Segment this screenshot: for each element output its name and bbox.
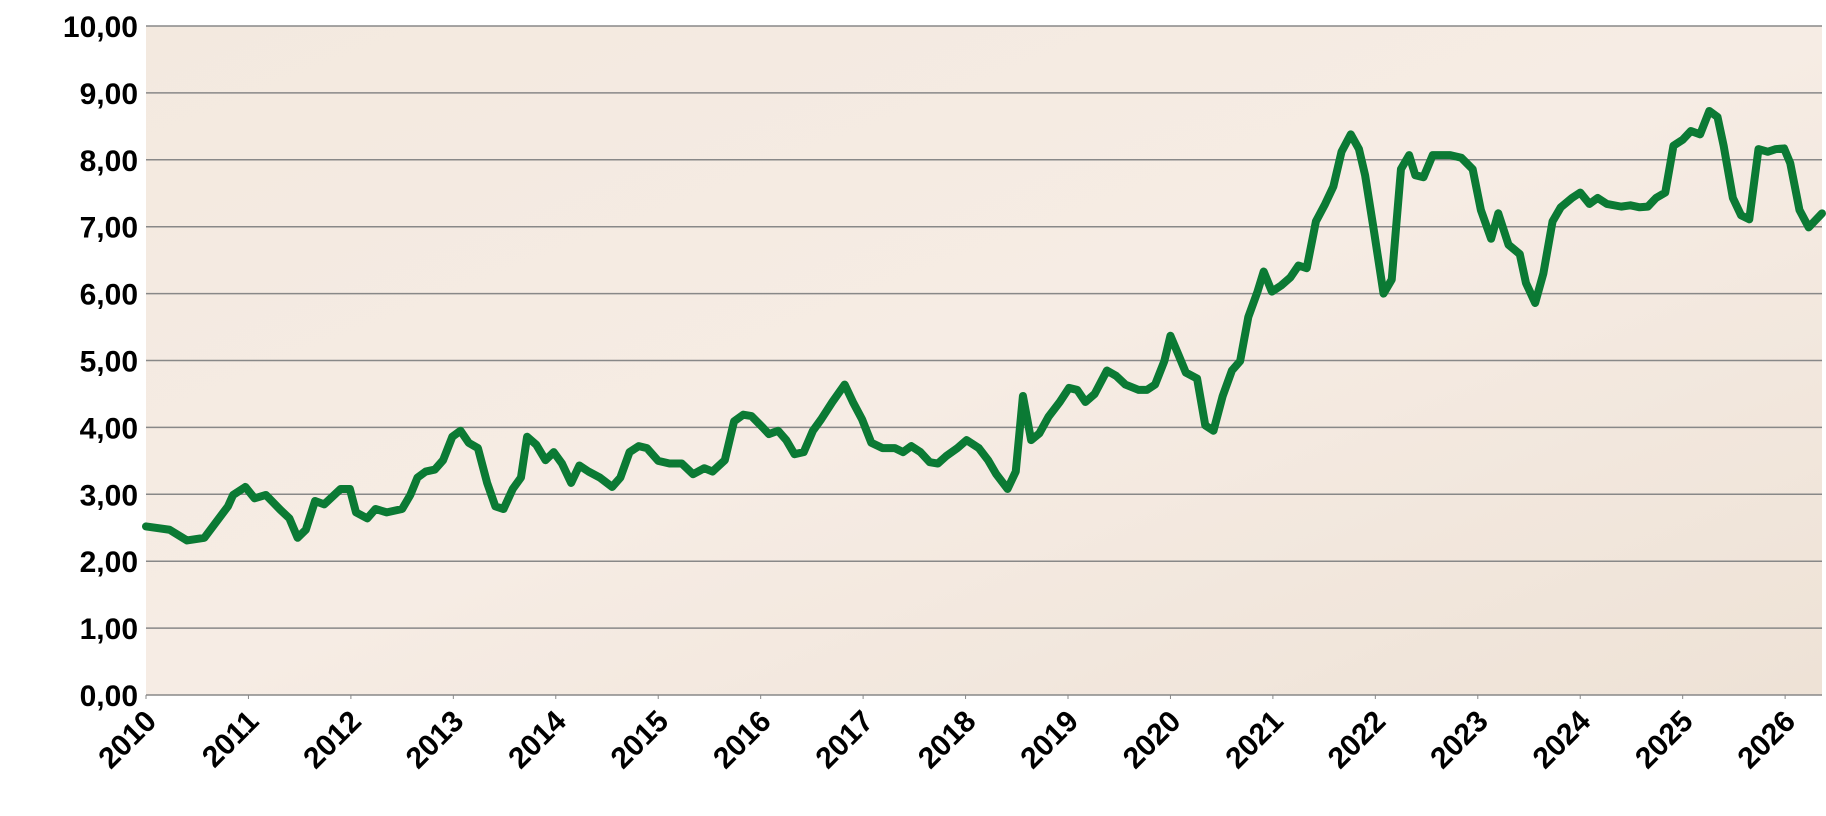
y-tick-label: 8,00	[80, 145, 138, 178]
x-tick-label: 2020	[1117, 705, 1188, 776]
y-tick-label: 5,00	[80, 346, 138, 379]
x-tick-label: 2016	[707, 705, 778, 776]
y-tick-label: 1,00	[80, 613, 138, 646]
x-tick-label: 2018	[912, 705, 983, 776]
y-tick-label: 4,00	[80, 412, 138, 445]
x-tick-label: 2013	[400, 705, 471, 776]
x-tick-label: 2026	[1732, 705, 1803, 776]
x-tick-label: 2022	[1322, 705, 1393, 776]
y-tick-label: 9,00	[80, 78, 138, 111]
y-tick-label: 2,00	[80, 546, 138, 579]
data-line	[142, 106, 1826, 545]
x-tick-label: 2021	[1219, 705, 1290, 776]
y-tick-label: 0,00	[80, 680, 138, 713]
x-tick-label: 2014	[502, 704, 573, 775]
x-tick-label: 2012	[297, 705, 368, 776]
x-tick-label: 2019	[1014, 705, 1085, 776]
x-tick-label: 2024	[1527, 704, 1598, 775]
x-tick-label: 2015	[605, 705, 676, 776]
x-tick-label: 2011	[196, 705, 265, 774]
y-tick-label: 3,00	[80, 479, 138, 512]
y-tick-label: 6,00	[80, 279, 138, 312]
x-tick-label: 2025	[1629, 705, 1700, 776]
y-tick-label: 7,00	[80, 212, 138, 245]
y-tick-label: 10,00	[63, 11, 138, 44]
x-tick-label: 2010	[92, 705, 163, 776]
x-tick-label: 2023	[1424, 705, 1495, 776]
x-tick-label: 2017	[810, 705, 881, 776]
